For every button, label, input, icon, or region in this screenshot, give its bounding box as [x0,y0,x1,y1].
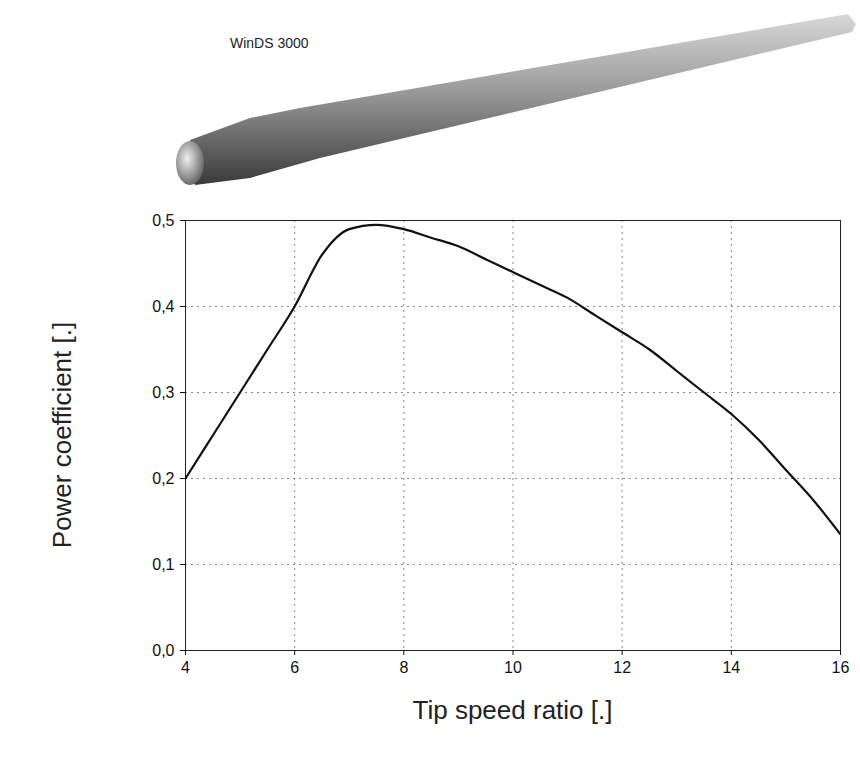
html-text:Power coefficient [.]: Power coefficient [.] [46,321,77,549]
svg-text:0,2: 0,2 [152,470,174,487]
svg-text:14: 14 [722,659,740,676]
html-text:Tip speed ratio [.]: Tip speed ratio [.] [412,695,613,725]
svg-text:WinDS 3000: WinDS 3000 [230,35,309,51]
svg-text:4: 4 [181,659,190,676]
svg-text:6: 6 [290,659,299,676]
svg-text:10: 10 [504,659,522,676]
svg-text:0,1: 0,1 [152,556,174,573]
svg-text:0,0: 0,0 [152,642,174,659]
svg-text:12: 12 [613,659,631,676]
svg-text:0,3: 0,3 [152,384,174,401]
svg-text:8: 8 [399,659,408,676]
svg-text:16: 16 [832,659,850,676]
svg-text:0,4: 0,4 [152,298,174,315]
svg-text:0,5: 0,5 [152,212,174,229]
